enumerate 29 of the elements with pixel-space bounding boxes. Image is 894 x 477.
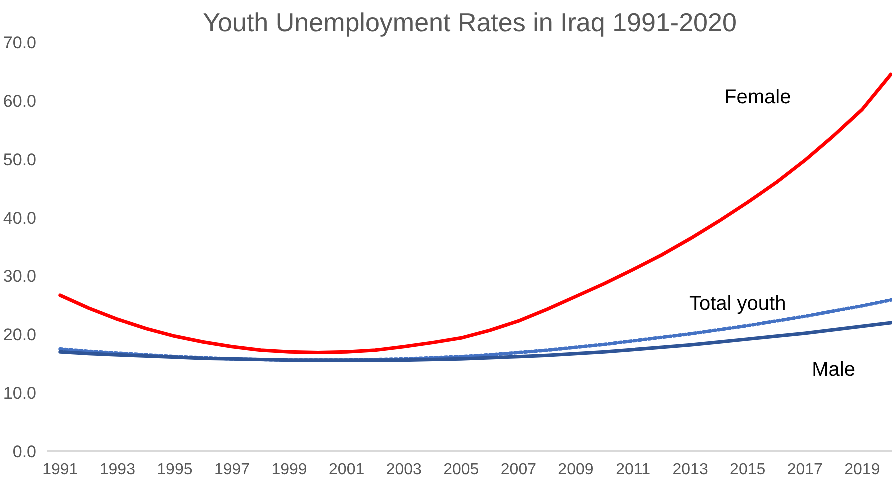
y-tick-label: 0.0 (12, 442, 37, 462)
x-tick-label: 1995 (157, 462, 193, 477)
line-series (58, 72, 892, 355)
x-tick-label: 2001 (329, 462, 365, 477)
x-tick-label: 2019 (844, 462, 880, 477)
x-tick-label: 1993 (100, 462, 136, 477)
y-tick-label: 70.0 (3, 34, 37, 52)
x-tick-label: 2017 (787, 462, 824, 477)
y-tick-label: 60.0 (3, 92, 37, 111)
x-tick-label: 2013 (672, 462, 708, 477)
x-tick-label: 1997 (214, 462, 250, 477)
y-tick-label: 50.0 (3, 150, 37, 170)
x-tick-label: 2007 (500, 462, 537, 477)
y-tick-label: 20.0 (3, 326, 37, 345)
chart-title: Youth Unemployment Rates in Iraq 1991-2020 (203, 8, 737, 38)
y-tick-label: 40.0 (3, 208, 37, 228)
text: Female (724, 86, 792, 109)
x-tick-label: 2015 (730, 462, 766, 477)
y-tick-label: 30.0 (3, 267, 37, 286)
x-tick-label: 2009 (558, 462, 594, 477)
series-label: Male (812, 358, 856, 381)
x-tick-label: 1991 (42, 462, 78, 477)
line-series (58, 321, 892, 362)
series-label: Total youth (689, 292, 786, 315)
x-tick-label: 1999 (272, 462, 308, 477)
x-tick-label: 2003 (386, 462, 422, 477)
x-tick-label: 2011 (616, 462, 651, 477)
x-tick-label: 2005 (444, 462, 480, 477)
y-tick-label: 10.0 (3, 384, 37, 404)
